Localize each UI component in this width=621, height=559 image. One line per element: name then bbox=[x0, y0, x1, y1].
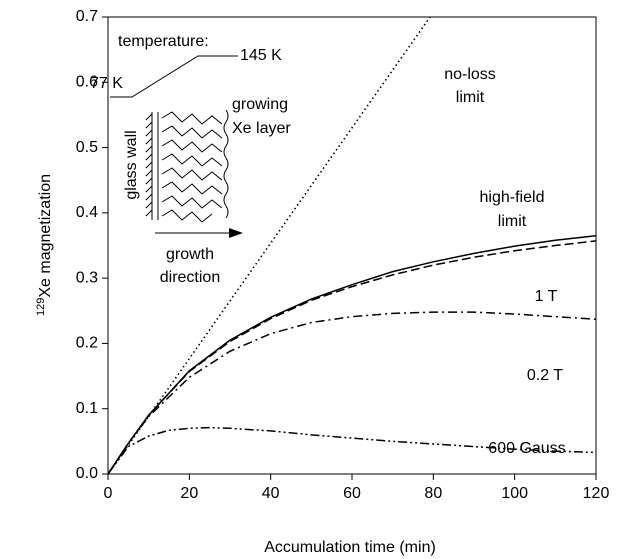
x-tick-label: 80 bbox=[424, 485, 442, 502]
y-tick-label: 0.4 bbox=[76, 204, 98, 221]
series-line bbox=[108, 240, 596, 474]
xe-crystals bbox=[161, 111, 223, 223]
y-tick-label: 0.2 bbox=[76, 335, 98, 352]
inset-layer: Xe layer bbox=[232, 120, 291, 137]
y-axis-label-sup: 129 bbox=[35, 298, 47, 316]
x-tick-label: 100 bbox=[501, 485, 528, 502]
x-tick-label: 60 bbox=[343, 485, 361, 502]
y-axis-label: 129Xe magnetization bbox=[35, 174, 54, 316]
y-tick-label: 0.3 bbox=[76, 269, 98, 286]
annotation: 600 Gauss bbox=[488, 440, 565, 457]
layer-surface bbox=[223, 109, 229, 219]
inset-temperature: temperature: bbox=[118, 33, 209, 50]
series-line bbox=[108, 17, 431, 474]
inset-low: 77 K bbox=[90, 75, 123, 92]
series-line bbox=[108, 311, 596, 474]
y-tick-label: 0.1 bbox=[76, 400, 98, 417]
annotation: high-field bbox=[480, 189, 545, 206]
x-tick-label: 20 bbox=[180, 485, 198, 502]
temperature-profile bbox=[110, 55, 238, 98]
growth-arrowhead bbox=[229, 228, 243, 238]
y-tick-label: 0.0 bbox=[76, 465, 98, 482]
inset-layer: growing bbox=[232, 96, 288, 113]
annotation: limit bbox=[498, 213, 527, 230]
annotation: limit bbox=[456, 89, 485, 106]
y-axis-label-main: Xe magnetization bbox=[37, 174, 54, 298]
x-tick-label: 120 bbox=[583, 485, 610, 502]
annotation: no-loss bbox=[444, 66, 496, 83]
annotation: 1 T bbox=[535, 288, 558, 305]
wall-hatch bbox=[145, 113, 153, 217]
annotation: 0.2 T bbox=[527, 367, 563, 384]
x-tick-label: 0 bbox=[104, 485, 113, 502]
y-tick-label: 0.6 bbox=[76, 74, 98, 91]
inset-direction: direction bbox=[160, 269, 220, 286]
y-tick-label: 0.7 bbox=[76, 8, 98, 25]
inset: temperature: 77 K 145 K glass wall growi… bbox=[90, 33, 291, 286]
y-tick-label: 0.5 bbox=[76, 139, 98, 156]
inset-high: 145 K bbox=[240, 47, 282, 64]
series-line bbox=[108, 426, 596, 474]
x-axis-label: Accumulation time (min) bbox=[264, 539, 436, 556]
x-tick-label: 40 bbox=[262, 485, 280, 502]
inset-direction: growth bbox=[166, 246, 214, 263]
inset-wall: glass wall bbox=[123, 130, 140, 199]
